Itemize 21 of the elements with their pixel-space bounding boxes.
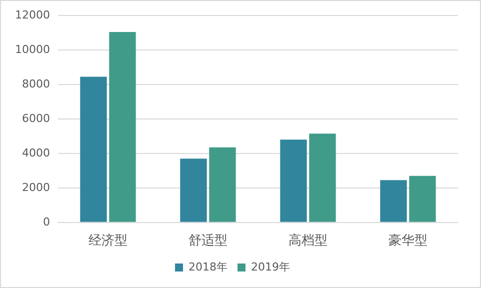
x-tick-label: 经济型 (88, 234, 128, 249)
bar (409, 176, 436, 222)
legend-label: 2019年 (251, 260, 290, 274)
y-tick-label: 10000 (14, 42, 50, 56)
bar (380, 180, 407, 222)
bar (280, 140, 307, 222)
bar (209, 147, 236, 222)
x-tick-label: 豪华型 (388, 234, 428, 249)
y-tick-label: 8000 (22, 77, 50, 90)
x-tick-label: 舒适型 (188, 234, 228, 249)
bar (309, 134, 336, 222)
y-tick-label: 12000 (14, 8, 50, 22)
bar (80, 76, 107, 222)
y-tick-label: 4000 (22, 146, 50, 160)
y-tick-label: 0 (42, 215, 50, 228)
bar (109, 32, 136, 222)
x-tick-label: 高档型 (288, 232, 328, 249)
y-tick-label: 6000 (22, 112, 50, 125)
bar (180, 158, 207, 222)
legend-label: 2018年 (188, 260, 228, 274)
y-tick-label: 2000 (22, 180, 50, 194)
